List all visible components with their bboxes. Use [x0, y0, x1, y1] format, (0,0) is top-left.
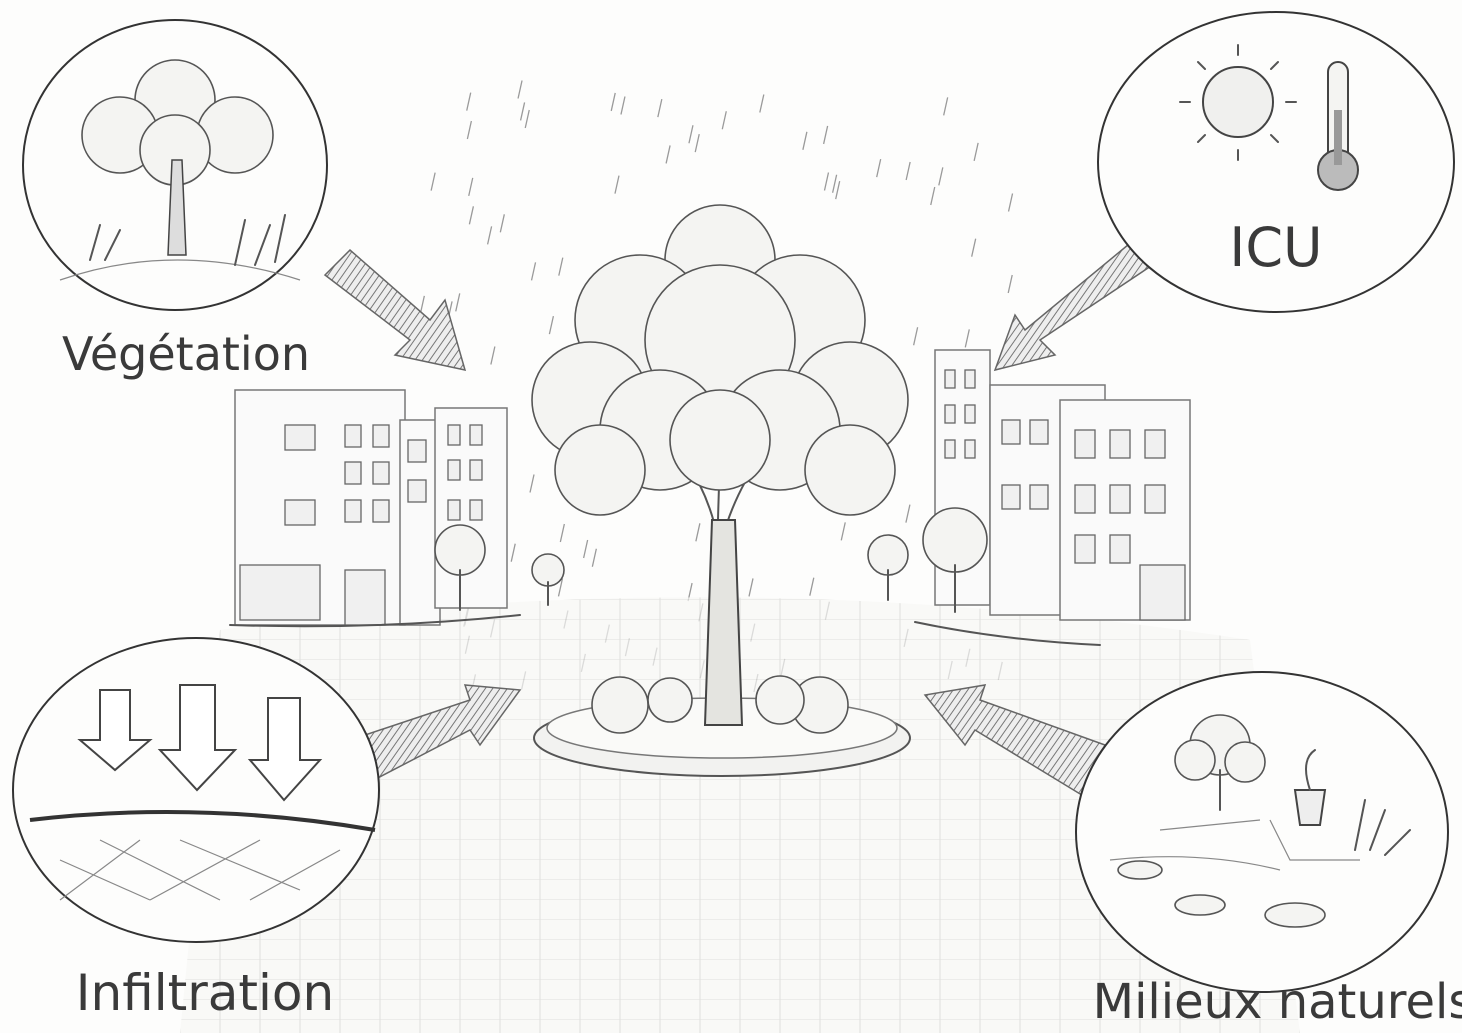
raindrop [529, 474, 535, 493]
raindrop [964, 329, 970, 348]
raindrop [559, 523, 565, 543]
raindrop [831, 174, 838, 193]
raindrop [695, 523, 701, 542]
raindrop [930, 186, 936, 206]
raindrop [614, 175, 620, 194]
icu-bubble [1097, 11, 1455, 313]
raindrop [809, 577, 815, 596]
raindrop [665, 145, 671, 164]
raindrop [876, 158, 882, 178]
arrows [323, 233, 1162, 802]
raindrop [1007, 274, 1013, 294]
raindrop [823, 172, 830, 191]
raindrop [490, 346, 496, 365]
raindrop [748, 578, 754, 597]
buildings-left [229, 389, 521, 628]
label: Infiltration [76, 964, 334, 1022]
raindrop [548, 315, 555, 335]
raindrop [802, 131, 808, 150]
raindrop [510, 543, 516, 562]
arrow-milieux [923, 684, 1106, 802]
raindrop [466, 120, 473, 140]
central-tree [531, 204, 911, 777]
arrow-vegetation [323, 248, 467, 371]
raindrop [822, 125, 829, 145]
raindrop [455, 293, 461, 312]
raindrop [610, 92, 616, 112]
raindrop [973, 142, 979, 162]
label: Végétation [62, 327, 310, 381]
raindrop [486, 226, 493, 245]
raindrop [1007, 193, 1014, 212]
raindrop [835, 181, 841, 200]
raindrop [620, 96, 626, 115]
raindrop [558, 257, 564, 276]
raindrop [912, 327, 919, 346]
raindrop [466, 92, 472, 111]
raindrop [938, 167, 944, 186]
raindrop [905, 504, 911, 523]
raindrop [519, 102, 526, 121]
raindrop [499, 214, 505, 233]
raindrop [591, 548, 597, 567]
milieux-bubble [1075, 671, 1449, 993]
raindrop [694, 133, 700, 153]
raindrop [840, 522, 846, 541]
label: Milieux naturels [1093, 974, 1462, 1030]
raindrop [430, 172, 436, 191]
raindrop [971, 238, 977, 257]
infiltration-bubble [12, 637, 380, 943]
raindrop [688, 125, 694, 144]
raindrop [468, 206, 475, 225]
raindrop [582, 539, 589, 559]
vegetation-bubble [22, 19, 328, 311]
buildings-right [914, 349, 1191, 646]
raindrop [468, 177, 474, 197]
label: ICU [1229, 216, 1322, 279]
raindrop [517, 80, 523, 99]
raindrop [759, 94, 765, 113]
raindrop [530, 262, 537, 281]
raindrop [657, 99, 663, 118]
raindrop [557, 578, 564, 597]
raindrop [419, 295, 425, 315]
arrow-icu [993, 233, 1162, 372]
raindrop [524, 109, 530, 129]
raindrop [943, 97, 949, 116]
street-trees [434, 507, 988, 613]
raindrop [721, 111, 727, 130]
raindrop [905, 161, 911, 181]
